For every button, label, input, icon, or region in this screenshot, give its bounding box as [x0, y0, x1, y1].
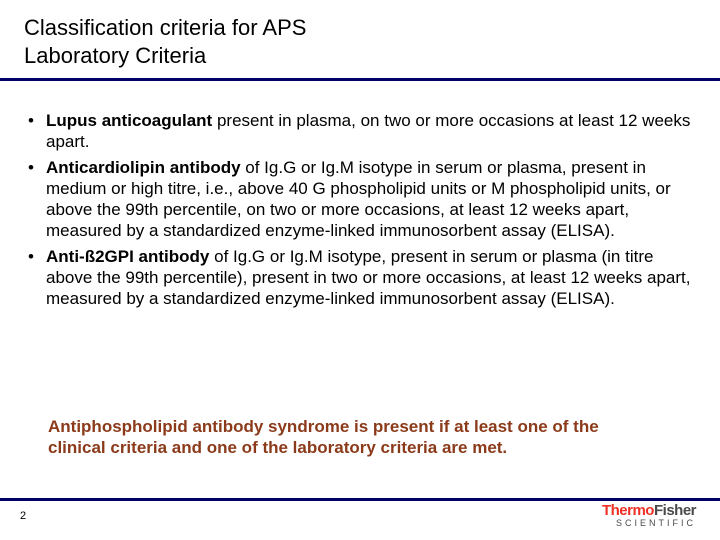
summary-content: Antiphospholipid antibody syndrome is pr… — [48, 417, 599, 457]
slide: Classification criteria for APS Laborato… — [0, 0, 720, 540]
title-line-2: Laboratory Criteria — [24, 43, 206, 68]
list-item: Anticardiolipin antibody of Ig.G or Ig.M… — [28, 157, 692, 242]
logo-part-thermo: Thermo — [602, 502, 654, 519]
logo-main: ThermoFisher — [602, 503, 696, 518]
bullet-lead: Lupus anticoagulant — [46, 111, 212, 130]
summary-text: Antiphospholipid antibody syndrome is pr… — [48, 416, 648, 459]
logo-sub: SCIENTIFIC — [602, 519, 696, 528]
slide-title: Classification criteria for APS Laborato… — [24, 14, 696, 69]
title-underline — [0, 78, 720, 81]
footer-rule — [0, 498, 720, 501]
list-item: Lupus anticoagulant present in plasma, o… — [28, 110, 692, 153]
logo-part-fisher: Fisher — [654, 502, 696, 519]
body-content: Lupus anticoagulant present in plasma, o… — [28, 110, 692, 313]
bullet-lead: Anticardiolipin antibody — [46, 158, 241, 177]
bullet-list: Lupus anticoagulant present in plasma, o… — [28, 110, 692, 309]
page-number: 2 — [20, 510, 26, 522]
bullet-lead: Anti-ß2GPI antibody — [46, 247, 209, 266]
title-line-1: Classification criteria for APS — [24, 15, 306, 40]
slide-title-block: Classification criteria for APS Laborato… — [24, 14, 696, 69]
thermofisher-logo: ThermoFisher SCIENTIFIC — [602, 503, 696, 528]
list-item: Anti-ß2GPI antibody of Ig.G or Ig.M isot… — [28, 246, 692, 310]
